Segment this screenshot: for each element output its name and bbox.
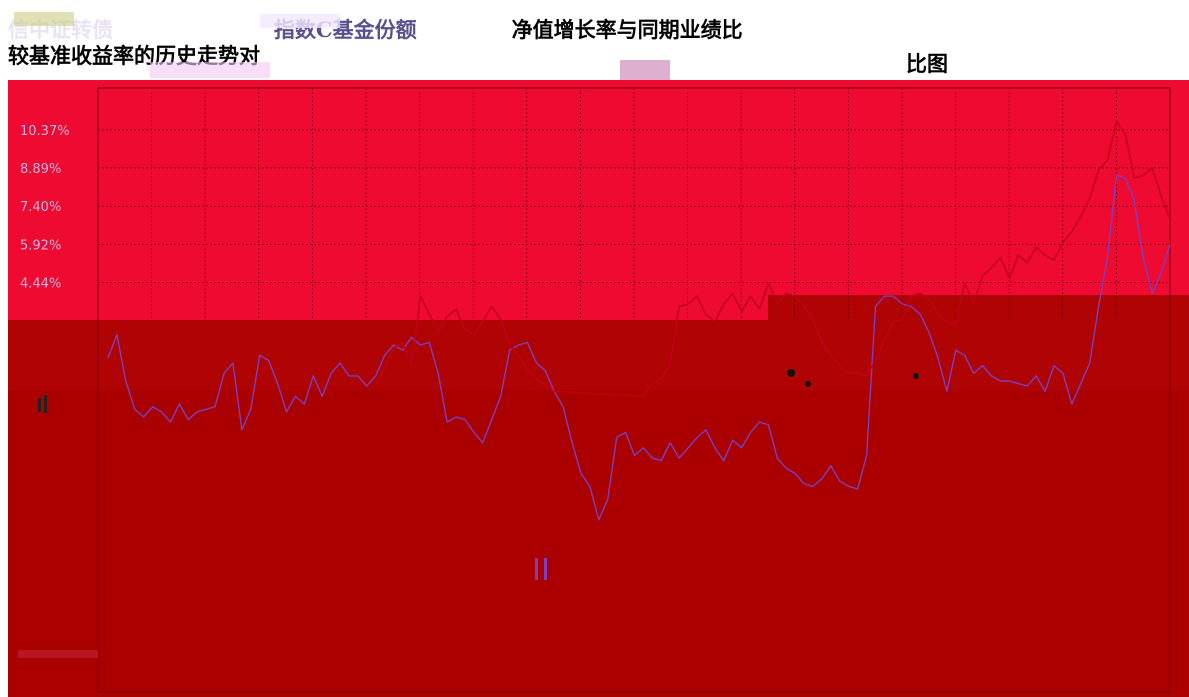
y-tick-label: 8.89% [20,162,61,177]
artifact-dot [787,369,795,377]
artifact-dot [805,381,811,387]
artifact-mark [535,558,538,580]
y-tick-label: 10.37% [20,124,70,139]
title-noise-2 [260,14,340,28]
mid-band-left [8,320,768,390]
title-noise-3 [620,60,670,80]
title-part-c: 净值增长率与同期业绩比 [511,17,743,42]
title-bar: 信中证转债 指数C基金份额 净值增长率与同期业绩比 较基准收益率的历史走势对 比… [0,0,1189,80]
artifact-mark [38,398,41,412]
artifact-bar [18,650,98,658]
y-tick-label: 4.44% [20,276,61,291]
artifact-dot [913,373,919,379]
series-line-2 [375,120,1171,398]
y-tick-label: 7.40% [20,200,61,215]
artifact-mark [544,558,547,580]
mid-band-right [768,295,1189,390]
series-line-1 [107,174,1171,521]
chart-area: 10.37% 8.89% 7.40% 5.92% 4.44% [8,80,1189,697]
chart-title-line3: 比图 [906,51,948,76]
chart-svg: 10.37% 8.89% 7.40% 5.92% 4.44% [8,80,1189,697]
artifact-mark [44,395,47,413]
title-noise-4 [150,62,270,78]
title-noise-1 [14,12,74,26]
y-tick-label: 5.92% [20,238,61,253]
